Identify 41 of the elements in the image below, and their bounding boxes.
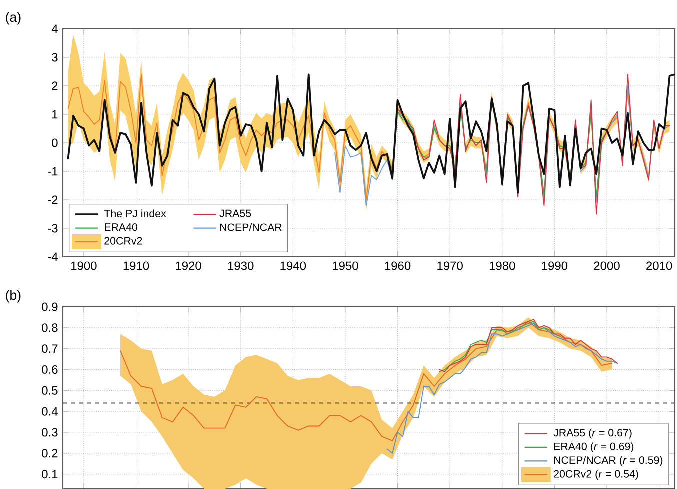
y-tick-label: 0.2 — [42, 449, 58, 458]
legend-label: ERA40 — [105, 224, 138, 232]
y-tick-label: 0.5 — [42, 386, 58, 395]
legend-label: 20CRv2 (r = 0.54) — [554, 470, 638, 480]
x-tick-label: 1920 — [176, 262, 202, 270]
x-tick-label: 2010 — [646, 262, 672, 270]
y-tick-label: 0.1 — [42, 470, 58, 479]
legend-label: ERA40 (r = 0.69) — [554, 442, 634, 453]
x-tick-label: 1950 — [333, 262, 358, 270]
y-tick-label: 2 — [52, 82, 58, 90]
y-tick-label: -1 — [48, 167, 58, 176]
y-tick-label: -4 — [48, 252, 58, 262]
y-tick-label: 0.3 — [42, 428, 58, 437]
legend-label: The PJ index — [104, 210, 166, 218]
x-tick-label: 1910 — [124, 262, 150, 270]
y-tick-label: 0.6 — [42, 366, 58, 374]
y-tick-label: 3 — [52, 53, 58, 62]
y-tick-label: -3 — [48, 224, 58, 233]
x-tick-label: 1990 — [542, 262, 568, 270]
y-tick-label: 0.7 — [42, 344, 58, 354]
y-tick-label: 0.4 — [42, 407, 58, 416]
y-tick-label: 1 — [52, 110, 58, 119]
x-tick-label: 1970 — [438, 262, 463, 270]
y-tick-label: 0.8 — [42, 324, 58, 332]
x-tick-label: 1960 — [385, 262, 411, 270]
legend-label: JRA55 — [220, 210, 252, 218]
y-tick-label: -2 — [48, 196, 58, 204]
y-tick-label: 0.9 — [42, 302, 58, 312]
legend-label: NCEP/NCAR — [220, 223, 282, 232]
x-tick-label: 2000 — [594, 262, 620, 270]
x-tick-label: 1940 — [280, 262, 306, 270]
legend-label: 20CRv2 — [104, 237, 142, 245]
x-tick-label: 1900 — [71, 262, 97, 270]
x-tick-label: 1980 — [490, 262, 516, 270]
legend-label: NCEP/NCAR (r = 0.59) — [554, 456, 663, 466]
chart-title: (a) — [6, 12, 21, 25]
chart-title: (b) — [6, 290, 21, 303]
y-tick-label: 0 — [52, 138, 58, 148]
legend-label: JRA55 (r = 0.67) — [554, 428, 632, 439]
x-tick-label: 1930 — [228, 262, 254, 270]
y-tick-label: 4 — [52, 24, 58, 34]
